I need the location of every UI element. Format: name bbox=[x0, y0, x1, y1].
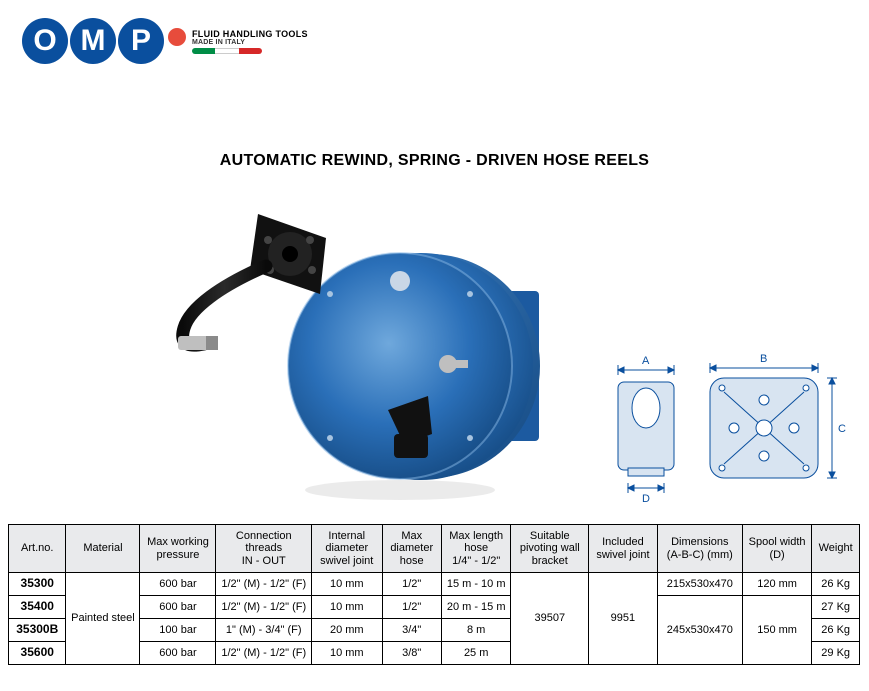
spec-table: Art.no. Material Max workingpressure Con… bbox=[8, 524, 860, 665]
cell-threads: 1/2" (M) - 1/2" (F) bbox=[216, 596, 312, 619]
cell-maxdh: 1/2" bbox=[382, 573, 441, 596]
logo-letter-p: P bbox=[118, 18, 164, 64]
cell-artno: 35400 bbox=[9, 596, 66, 619]
cell-maxdh: 1/2" bbox=[382, 596, 441, 619]
brand-logo: O M P FLUID HANDLING TOOLS MADE IN ITALY bbox=[22, 18, 308, 64]
table-row: 35300 Painted steel 600 bar 1/2" (M) - 1… bbox=[9, 573, 860, 596]
cell-pressure: 600 bar bbox=[140, 596, 216, 619]
logo-dot-icon bbox=[168, 28, 186, 46]
product-image bbox=[170, 196, 560, 510]
cell-threads: 1/2" (M) - 1/2" (F) bbox=[216, 642, 312, 665]
col-swivel: Includedswivel joint bbox=[589, 525, 658, 573]
cell-intdia: 20 mm bbox=[312, 619, 383, 642]
cell-pressure: 600 bar bbox=[140, 642, 216, 665]
col-bracket: Suitablepivoting wallbracket bbox=[511, 525, 589, 573]
cell-bracket: 39507 bbox=[511, 573, 589, 665]
cell-dims: 245x530x470 bbox=[657, 596, 742, 665]
diagram-label-b: B bbox=[760, 353, 767, 365]
cell-swivel: 9951 bbox=[589, 573, 658, 665]
cell-intdia: 10 mm bbox=[312, 642, 383, 665]
col-maxlh: Max lengthhose1/4" - 1/2" bbox=[441, 525, 511, 573]
cell-maxdh: 3/4" bbox=[382, 619, 441, 642]
diagram-label-d: D bbox=[642, 493, 650, 505]
col-artno: Art.no. bbox=[9, 525, 66, 573]
cell-artno: 35300B bbox=[9, 619, 66, 642]
diagram-label-c: C bbox=[838, 423, 846, 435]
col-intdia: Internaldiameterswivel joint bbox=[312, 525, 383, 573]
cell-maxlh: 20 m - 15 m bbox=[441, 596, 511, 619]
cell-weight: 26 Kg bbox=[812, 619, 860, 642]
cell-artno: 35300 bbox=[9, 573, 66, 596]
logo-mark: O M P bbox=[22, 18, 186, 64]
col-maxdh: Maxdiameterhose bbox=[382, 525, 441, 573]
col-material: Material bbox=[66, 525, 140, 573]
cell-threads: 1/2" (M) - 1/2" (F) bbox=[216, 573, 312, 596]
swivel-mount-icon bbox=[250, 214, 326, 294]
diagram-label-a: A bbox=[642, 355, 650, 367]
logo-letter-o: O bbox=[22, 18, 68, 64]
cell-weight: 27 Kg bbox=[812, 596, 860, 619]
cell-threads: 1" (M) - 3/4" (F) bbox=[216, 619, 312, 642]
cell-material: Painted steel bbox=[66, 573, 140, 665]
cell-dims: 215x530x470 bbox=[657, 573, 742, 596]
logo-subtitle: FLUID HANDLING TOOLS bbox=[192, 29, 308, 39]
cell-spool: 120 mm bbox=[742, 573, 811, 596]
cell-maxlh: 15 m - 10 m bbox=[441, 573, 511, 596]
cell-pressure: 100 bar bbox=[140, 619, 216, 642]
cell-artno: 35600 bbox=[9, 642, 66, 665]
col-threads: ConnectionthreadsIN - OUT bbox=[216, 525, 312, 573]
cell-intdia: 10 mm bbox=[312, 573, 383, 596]
cell-maxdh: 3/8" bbox=[382, 642, 441, 665]
cell-spool: 150 mm bbox=[742, 596, 811, 665]
col-dims: Dimensions(A-B-C) (mm) bbox=[657, 525, 742, 573]
logo-tagline: MADE IN ITALY bbox=[192, 39, 308, 46]
cell-maxlh: 25 m bbox=[441, 642, 511, 665]
cell-maxlh: 8 m bbox=[441, 619, 511, 642]
logo-letter-m: M bbox=[70, 18, 116, 64]
col-weight: Weight bbox=[812, 525, 860, 573]
cell-pressure: 600 bar bbox=[140, 573, 216, 596]
table-header-row: Art.no. Material Max workingpressure Con… bbox=[9, 525, 860, 573]
cell-weight: 29 Kg bbox=[812, 642, 860, 665]
dimension-diagram: A D B C bbox=[606, 350, 851, 505]
cell-intdia: 10 mm bbox=[312, 596, 383, 619]
italy-flag-icon bbox=[192, 48, 262, 54]
page-title: AUTOMATIC REWIND, SPRING - DRIVEN HOSE R… bbox=[0, 152, 869, 170]
cell-weight: 26 Kg bbox=[812, 573, 860, 596]
col-spool: Spool width(D) bbox=[742, 525, 811, 573]
col-pressure: Max workingpressure bbox=[140, 525, 216, 573]
logo-text-block: FLUID HANDLING TOOLS MADE IN ITALY bbox=[192, 29, 308, 54]
